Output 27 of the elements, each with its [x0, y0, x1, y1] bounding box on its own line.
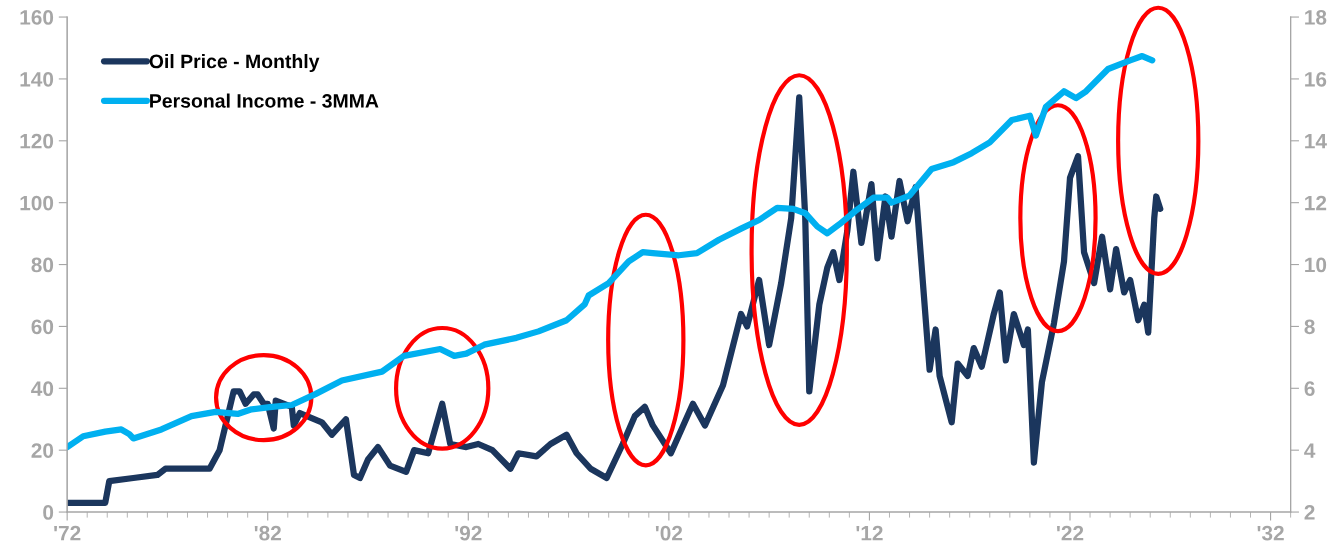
y-tick-label: 120 — [20, 133, 54, 149]
y2-tick-label: 12 — [1305, 195, 1327, 211]
y-tick-label: 100 — [20, 195, 54, 211]
x-tick-label: '02 — [655, 525, 683, 541]
y2-tick-label: 16 — [1305, 71, 1327, 87]
x-tick-label: '92 — [455, 525, 482, 541]
y2-tick-label: 14 — [1305, 134, 1327, 149]
y-tick-label: 0 — [43, 505, 54, 520]
y-tick-label: 60 — [31, 319, 54, 335]
y-tick-label: 160 — [20, 10, 54, 25]
legend-label: Personal Income - 3MMA — [150, 93, 379, 108]
legend-label: Oil Price - Monthly — [149, 53, 320, 73]
x-tick-label: '12 — [856, 525, 883, 541]
x-tick-label: '82 — [254, 525, 281, 541]
y2-tick-label: 6 — [1304, 381, 1315, 397]
y2-tick-label: 4 — [1304, 443, 1316, 458]
y-tick-label: 140 — [20, 71, 54, 87]
y-tick-label: 20 — [31, 443, 54, 458]
y-tick-label: 80 — [31, 257, 54, 273]
x-tick-label: '32 — [1257, 525, 1284, 541]
x-tick-label: '22 — [1057, 525, 1084, 541]
y2-tick-label: 2 — [1304, 505, 1315, 520]
y2-tick-label: 10 — [1305, 257, 1327, 273]
x-tick-label: '72 — [54, 525, 81, 541]
y2-tick-label: 8 — [1304, 319, 1315, 335]
y-tick-label: 40 — [31, 381, 54, 397]
y2-tick-label: 18 — [1305, 10, 1327, 25]
